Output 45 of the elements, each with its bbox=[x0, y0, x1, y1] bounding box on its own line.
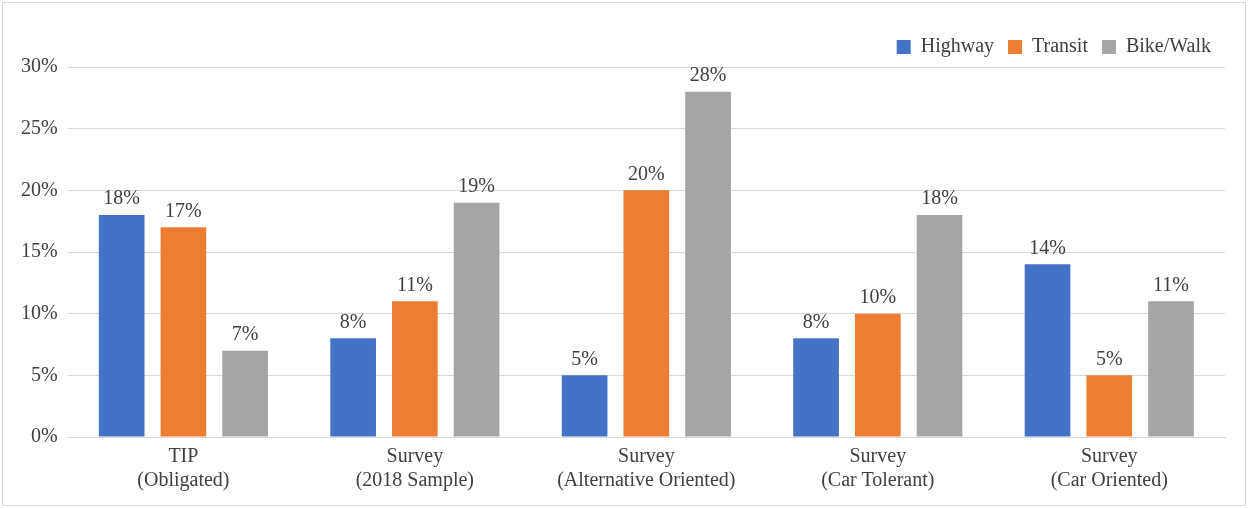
bar bbox=[685, 91, 731, 437]
data-label: 7% bbox=[231, 321, 259, 344]
y-tick-label: 20% bbox=[20, 177, 58, 200]
y-tick-label: 25% bbox=[20, 115, 58, 138]
data-label: 10% bbox=[859, 284, 897, 307]
x-tick-label: Survey (Car Tolerant) bbox=[821, 444, 935, 492]
bar bbox=[1024, 264, 1071, 437]
bar bbox=[453, 202, 500, 437]
y-tick-label: 5% bbox=[30, 362, 58, 385]
bar bbox=[392, 301, 438, 437]
data-label: 20% bbox=[627, 161, 665, 184]
bar bbox=[623, 190, 670, 437]
data-label: 11% bbox=[1153, 272, 1189, 295]
bar bbox=[1086, 375, 1133, 437]
bar bbox=[330, 338, 376, 437]
x-tick-label: TIP (Obligated) bbox=[137, 444, 230, 492]
x-tick-label: Survey (Alternative Oriented) bbox=[557, 444, 736, 492]
bar bbox=[854, 313, 901, 437]
data-label: 8% bbox=[339, 309, 367, 332]
data-label: 28% bbox=[689, 62, 727, 85]
data-label: 19% bbox=[458, 173, 495, 196]
data-label: 18% bbox=[103, 186, 141, 209]
data-label: 17% bbox=[165, 198, 202, 221]
bar bbox=[793, 338, 839, 437]
data-label: 5% bbox=[1095, 346, 1123, 369]
x-tick-label: Survey (2018 Sample) bbox=[355, 444, 475, 492]
bar bbox=[561, 375, 608, 437]
x-tick-label: Survey (Car Oriented) bbox=[1050, 444, 1168, 492]
bar bbox=[222, 350, 268, 437]
data-label: 14% bbox=[1029, 235, 1066, 258]
y-tick-label: 15% bbox=[20, 239, 58, 262]
data-label: 11% bbox=[396, 272, 433, 295]
bar bbox=[98, 215, 145, 437]
data-label: 5% bbox=[571, 346, 598, 369]
legend-label: Highway bbox=[920, 34, 995, 58]
data-label: 8% bbox=[802, 309, 830, 332]
legend-label: Bike/Walk bbox=[1125, 34, 1212, 57]
legend-label: Transit bbox=[1032, 34, 1089, 57]
bar bbox=[916, 215, 963, 437]
data-label: 18% bbox=[921, 186, 958, 209]
bar bbox=[160, 227, 207, 437]
y-tick-label: 0% bbox=[30, 424, 58, 447]
y-tick-label: 10% bbox=[20, 300, 58, 323]
bar bbox=[1148, 301, 1194, 437]
y-tick-label: 30% bbox=[20, 54, 58, 77]
